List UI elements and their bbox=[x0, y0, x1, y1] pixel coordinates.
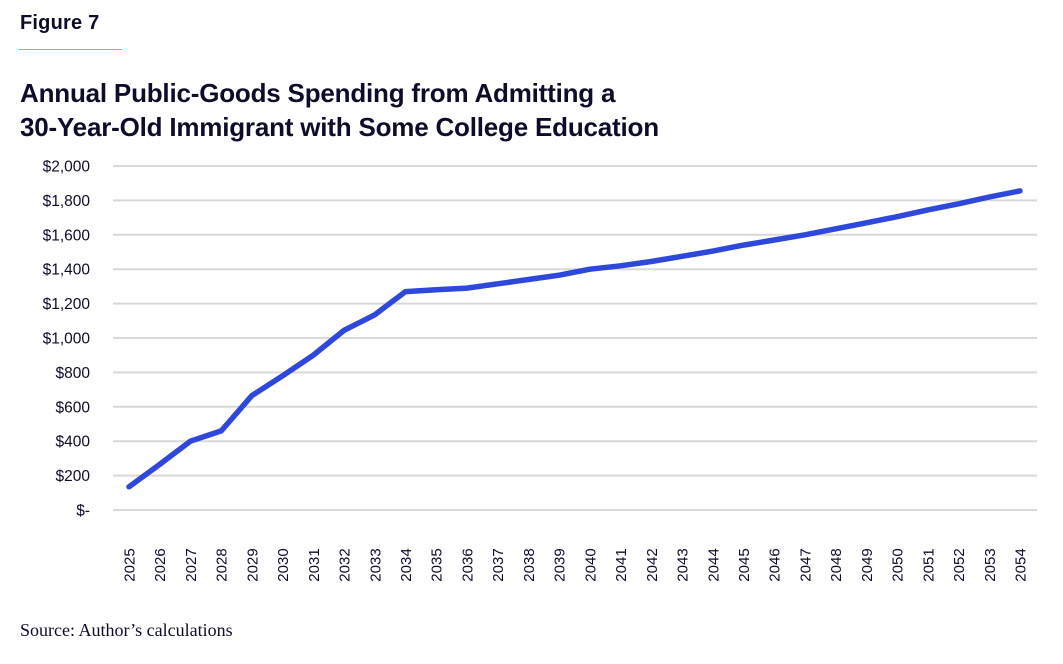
x-tick-label: 2038 bbox=[521, 548, 538, 581]
x-tick-label: 2026 bbox=[152, 548, 169, 581]
x-tick-label: 2036 bbox=[459, 548, 476, 581]
chart-title: Annual Public-Goods Spending from Admitt… bbox=[20, 76, 659, 144]
x-tick-label: 2046 bbox=[767, 548, 784, 581]
figure-label: Figure 7 bbox=[20, 12, 100, 34]
x-tick-label: 2054 bbox=[1013, 548, 1030, 581]
chart-title-line-2: 30-Year-Old Immigrant with Some College … bbox=[20, 112, 659, 142]
y-tick-label: $1,000 bbox=[43, 331, 91, 348]
x-tick-label: 2044 bbox=[705, 548, 722, 581]
chart-title-line-1: Annual Public-Goods Spending from Admitt… bbox=[20, 78, 616, 108]
source-note: Source: Author’s calculations bbox=[20, 620, 233, 640]
gridlines bbox=[113, 165, 1037, 511]
y-tick-label: $200 bbox=[56, 468, 91, 485]
y-tick-label: $2,000 bbox=[43, 159, 91, 176]
x-tick-label: 2028 bbox=[214, 548, 231, 581]
y-tick-label: $800 bbox=[56, 365, 91, 382]
series-line bbox=[126, 188, 1023, 490]
x-tick-label: 2032 bbox=[337, 548, 354, 581]
x-tick-label: 2053 bbox=[982, 548, 999, 581]
x-tick-label: 2040 bbox=[582, 548, 599, 581]
x-tick-label: 2033 bbox=[367, 548, 384, 581]
series-group bbox=[126, 188, 1023, 490]
x-tick-label: 2050 bbox=[890, 548, 907, 581]
x-tick-label: 2041 bbox=[613, 548, 630, 581]
x-tick-label: 2030 bbox=[275, 548, 292, 581]
y-axis-tick-labels: $- $200 $400 $600 $800 $1,000 $1,200 $1,400 $1,6… bbox=[43, 159, 91, 520]
x-tick-label: 2047 bbox=[797, 548, 814, 581]
x-tick-label: 2051 bbox=[920, 548, 937, 581]
y-tick-label: $- bbox=[76, 503, 90, 520]
y-tick-label: $1,200 bbox=[43, 296, 91, 313]
x-tick-label: 2039 bbox=[552, 548, 569, 581]
x-tick-label: 2045 bbox=[736, 548, 753, 581]
y-tick-label: $1,400 bbox=[43, 262, 91, 279]
x-tick-label: 2031 bbox=[306, 548, 323, 581]
x-tick-label: 2042 bbox=[644, 548, 661, 581]
x-tick-label: 2035 bbox=[429, 548, 446, 581]
x-tick-label: 2049 bbox=[859, 548, 876, 581]
x-tick-label: 2043 bbox=[675, 548, 692, 581]
y-tick-label: $1,800 bbox=[43, 193, 91, 210]
x-tick-label: 2037 bbox=[490, 548, 507, 581]
x-tick-label: 2027 bbox=[183, 548, 200, 581]
y-tick-label: $600 bbox=[56, 399, 91, 416]
figure-label-underline bbox=[19, 49, 122, 50]
x-tick-label: 2034 bbox=[398, 548, 415, 581]
x-tick-label: 2025 bbox=[122, 548, 139, 581]
x-tick-label: 2029 bbox=[244, 548, 261, 581]
y-tick-label: $400 bbox=[56, 434, 91, 451]
x-axis-tick-labels: 2025 2026 2027 2028 2029 2030 2031 2032 2033 2034… bbox=[122, 548, 1030, 581]
x-tick-label: 2052 bbox=[951, 548, 968, 581]
x-tick-label: 2048 bbox=[828, 548, 845, 581]
y-tick-label: $1,600 bbox=[43, 227, 91, 244]
